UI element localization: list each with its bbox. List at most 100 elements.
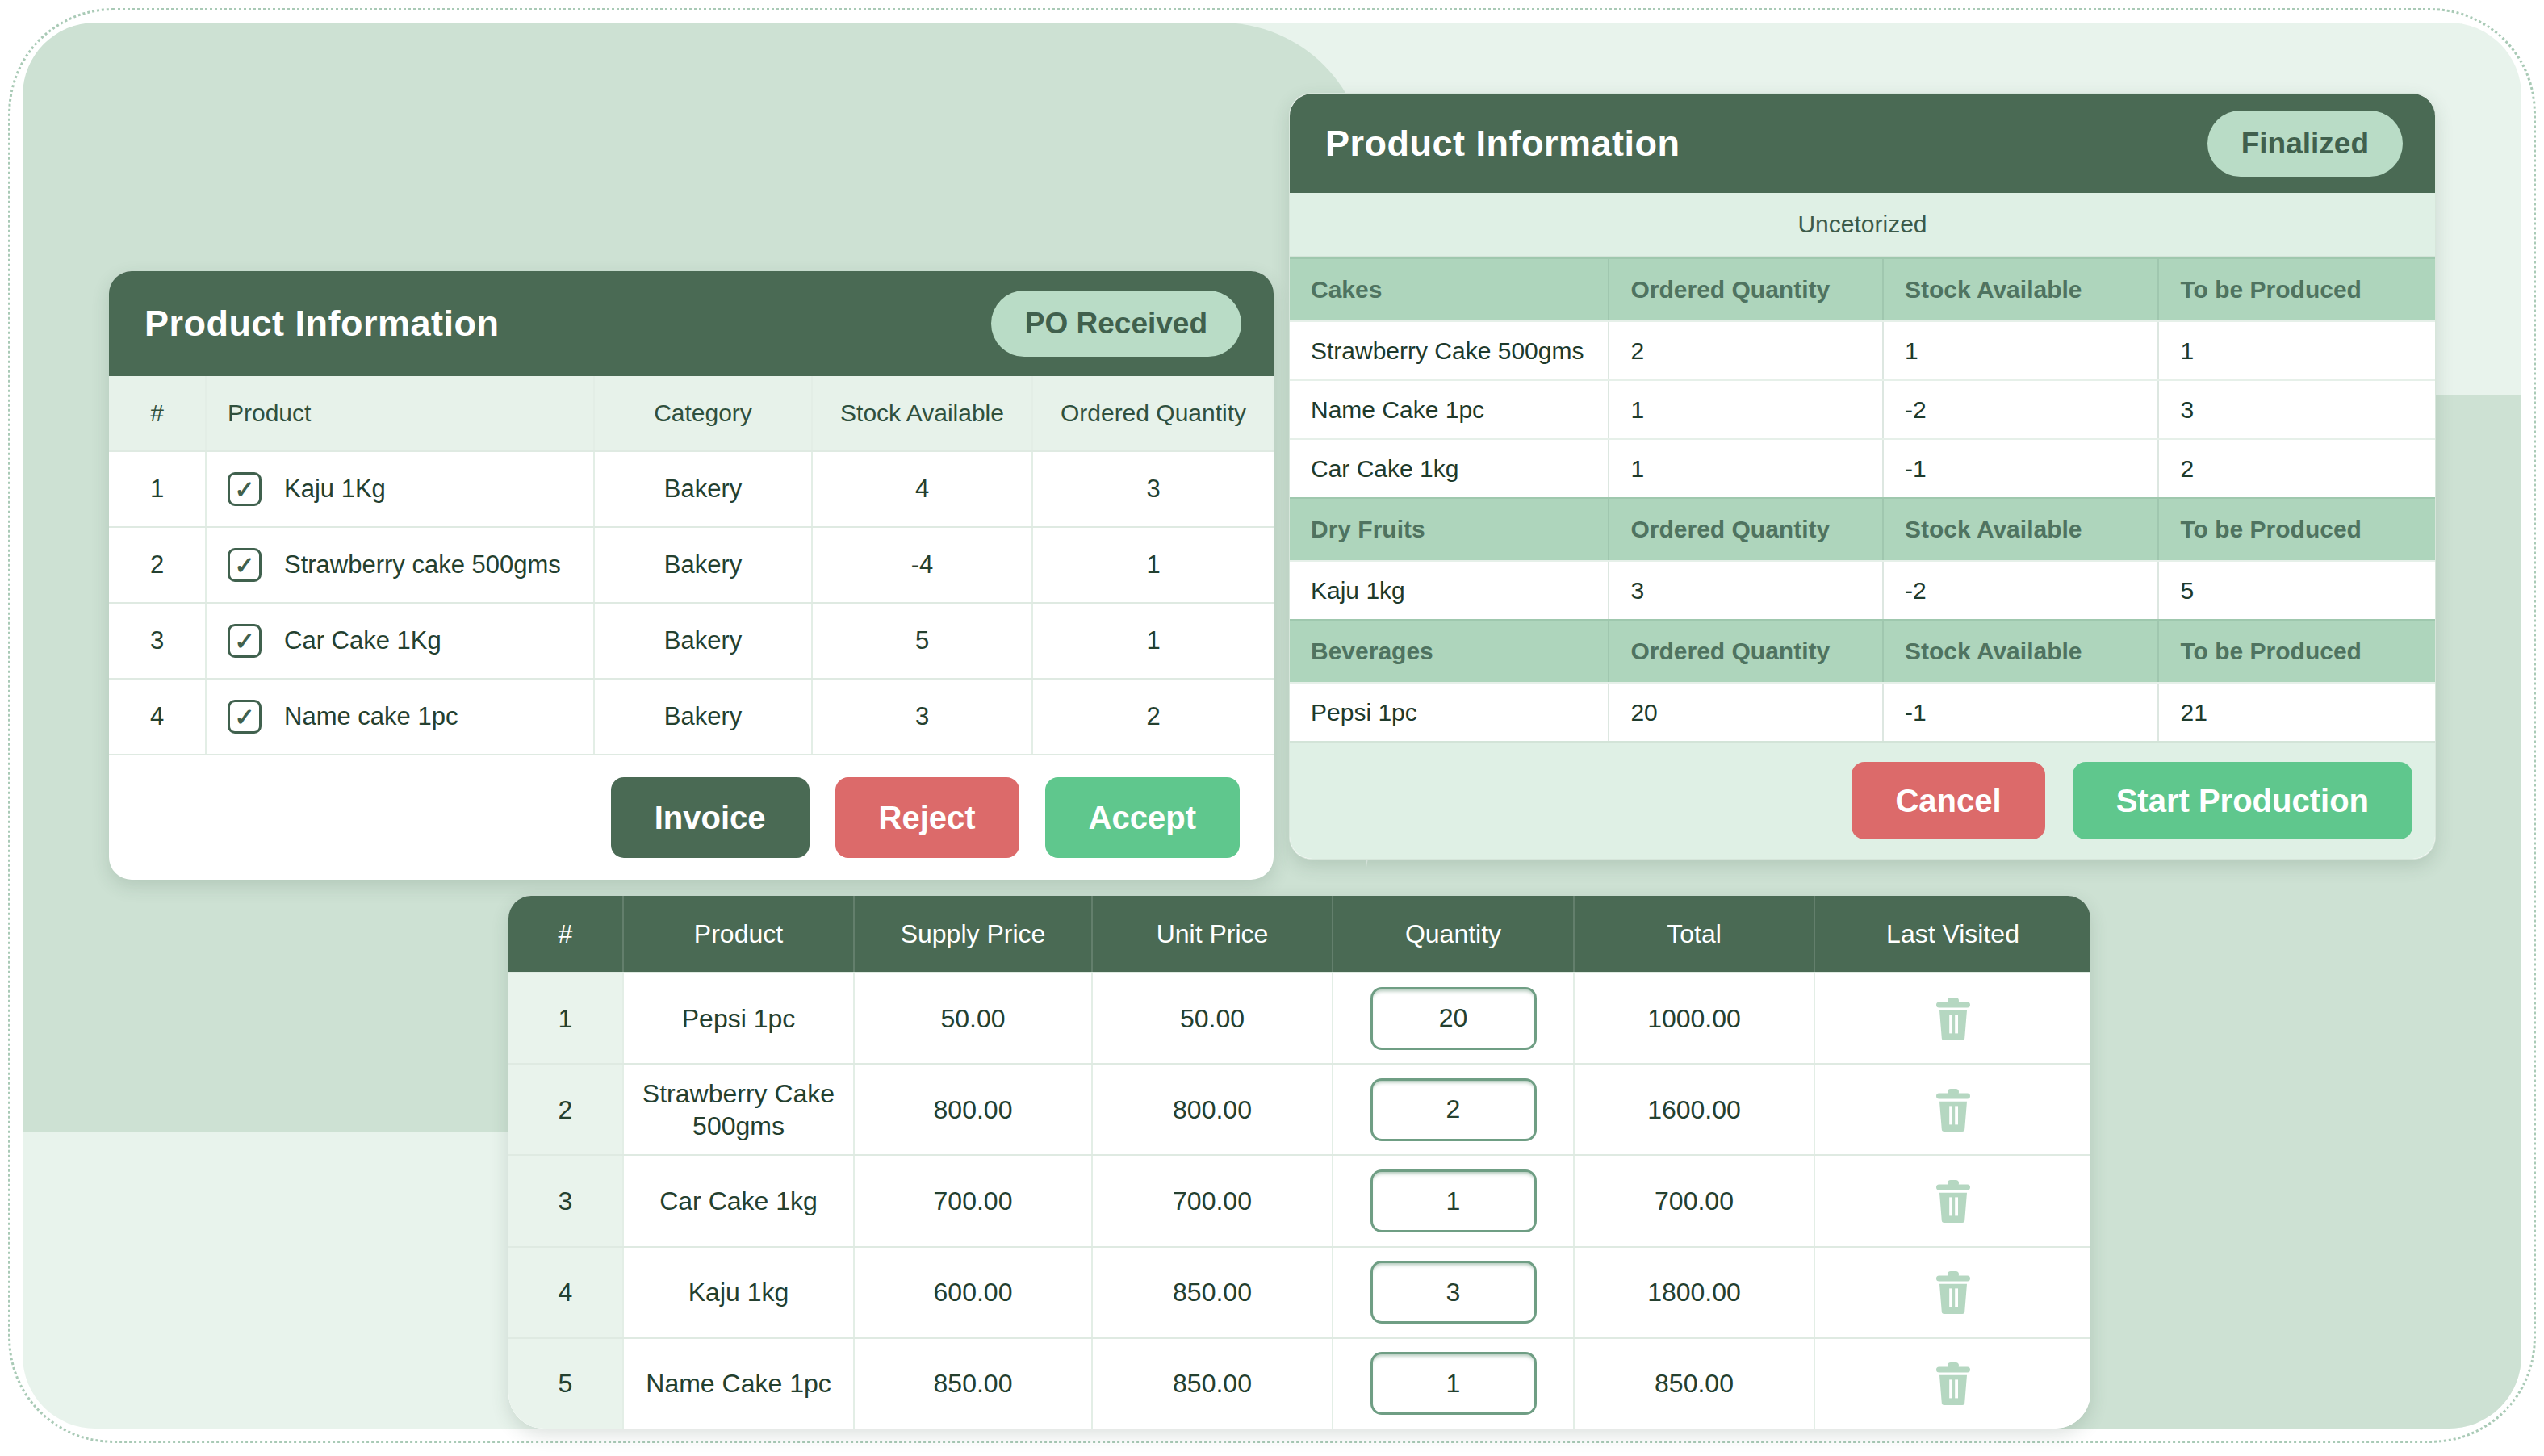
checkmark-icon: ✓ [234,627,254,655]
invoice-button[interactable]: Invoice [611,777,810,858]
po-table-header-row: # Product Category Stock Available Order… [109,376,1274,450]
quantity-input[interactable] [1370,1352,1537,1415]
total-cell: 850.00 [1573,1339,1814,1429]
row-checkbox[interactable]: ✓ [228,700,262,734]
section-header-beverages: Beverages Ordered Quantity Stock Availab… [1290,619,2435,682]
po-col-product: Product [205,376,593,450]
unit-price-cell: 850.00 [1091,1339,1332,1429]
checkmark-icon: ✓ [234,475,254,504]
produced-cell: 5 [2157,562,2435,619]
po-status-badge: PO Received [991,291,1241,357]
trash-icon[interactable] [1935,1270,1972,1314]
trash-icon[interactable] [1935,1179,1972,1223]
section-header-cakes: Cakes Ordered Quantity Stock Available T… [1290,257,2435,320]
stock-cell: -1 [1882,440,2158,497]
actions-cell [1814,1339,2090,1429]
production-card-actions: Cancel Start Production [1290,741,2435,859]
supply-price-cell: 850.00 [853,1339,1091,1429]
quantity-input[interactable] [1370,987,1537,1050]
col-produced: To be Produced [2157,259,2435,320]
accept-button[interactable]: Accept [1045,777,1240,858]
category-cell: Bakery [593,680,811,754]
col-ordered: Ordered Quantity [1608,499,1882,560]
row-checkbox[interactable]: ✓ [228,472,262,506]
ordered-cell: 2 [1608,322,1882,379]
category-banner: Uncetorized [1290,193,2435,257]
checkmark-icon: ✓ [234,551,254,579]
product-name: Kaju 1kg [622,1248,853,1337]
table-row: 3 ✓ Car Cake 1Kg Bakery 5 1 [109,602,1274,678]
stock-cell: 1 [1882,322,2158,379]
row-number: 3 [109,604,205,678]
unit-price-cell: 800.00 [1091,1065,1332,1154]
production-card: Product Information Finalized Uncetorize… [1289,93,2436,860]
product-name: Kaju 1kg [1290,562,1608,619]
ordered-cell: 1 [1031,604,1274,678]
total-cell: 700.00 [1573,1156,1814,1245]
quantity-input[interactable] [1370,1169,1537,1232]
row-number: 3 [508,1156,622,1245]
po-col-stock: Stock Available [811,376,1031,450]
category-cell: Bakery [593,528,811,602]
quantity-input[interactable] [1370,1078,1537,1141]
col-produced: To be Produced [2157,621,2435,682]
col-last-visited: Last Visited [1814,896,2090,972]
supply-price-cell: 600.00 [853,1248,1091,1337]
row-checkbox[interactable]: ✓ [228,548,262,582]
col-stock: Stock Available [1882,499,2158,560]
table-row: 1 ✓ Kaju 1Kg Bakery 4 3 [109,450,1274,526]
section-name: Cakes [1290,259,1608,320]
product-name: Car Cake 1kg [1290,440,1608,497]
col-ordered: Ordered Quantity [1608,621,1882,682]
table-row: 2 Strawberry Cake 500gms 800.00 800.00 1… [508,1063,2090,1154]
cancel-button[interactable]: Cancel [1852,762,2044,839]
table-row: Strawberry Cake 500gms 2 1 1 [1290,320,2435,379]
category-cell: Bakery [593,452,811,526]
total-cell: 1600.00 [1573,1065,1814,1154]
col-num: # [508,896,622,972]
quantity-cell [1332,1065,1573,1154]
produced-cell: 21 [2157,684,2435,741]
product-name: Strawberry Cake 500gms [1290,322,1608,379]
product-name: Pepsi 1pc [1290,684,1608,741]
trash-icon[interactable] [1935,1362,1972,1405]
ordered-cell: 1 [1608,381,1882,438]
trash-icon[interactable] [1935,1088,1972,1132]
checkmark-icon: ✓ [234,703,254,731]
product-name: Pepsi 1pc [622,973,853,1063]
row-checkbox[interactable]: ✓ [228,624,262,658]
table-row: Car Cake 1kg 1 -1 2 [1290,438,2435,497]
product-name: Name cake 1pc [284,702,458,731]
stock-cell: -1 [1882,684,2158,741]
trash-icon[interactable] [1935,997,1972,1040]
start-production-button[interactable]: Start Production [2073,762,2412,839]
table-row: Pepsi 1pc 20 -1 21 [1290,682,2435,741]
product-cell: ✓ Kaju 1Kg [205,452,593,526]
product-name: Kaju 1Kg [284,475,386,504]
stock-cell: 3 [811,680,1031,754]
col-stock: Stock Available [1882,621,2158,682]
quantity-input[interactable] [1370,1261,1537,1324]
table-row: 1 Pepsi 1pc 50.00 50.00 1000.00 [508,972,2090,1063]
col-produced: To be Produced [2157,499,2435,560]
ordered-cell: 2 [1031,680,1274,754]
total-cell: 1800.00 [1573,1248,1814,1337]
col-total: Total [1573,896,1814,972]
product-cell: ✓ Name cake 1pc [205,680,593,754]
table-row: Name Cake 1pc 1 -2 3 [1290,379,2435,438]
po-card-title: Product Information [144,303,499,345]
stock-cell: -2 [1882,381,2158,438]
row-number: 5 [508,1339,622,1429]
product-cell: ✓ Car Cake 1Kg [205,604,593,678]
produced-cell: 3 [2157,381,2435,438]
reject-button[interactable]: Reject [835,777,1019,858]
row-number: 2 [109,528,205,602]
row-number: 2 [508,1065,622,1154]
stock-cell: 5 [811,604,1031,678]
po-card-header: Product Information PO Received [109,271,1274,376]
supply-price-cell: 800.00 [853,1065,1091,1154]
actions-cell [1814,973,2090,1063]
production-card-title: Product Information [1325,123,1680,165]
unit-price-cell: 50.00 [1091,973,1332,1063]
table-row: 3 Car Cake 1kg 700.00 700.00 700.00 [508,1154,2090,1245]
